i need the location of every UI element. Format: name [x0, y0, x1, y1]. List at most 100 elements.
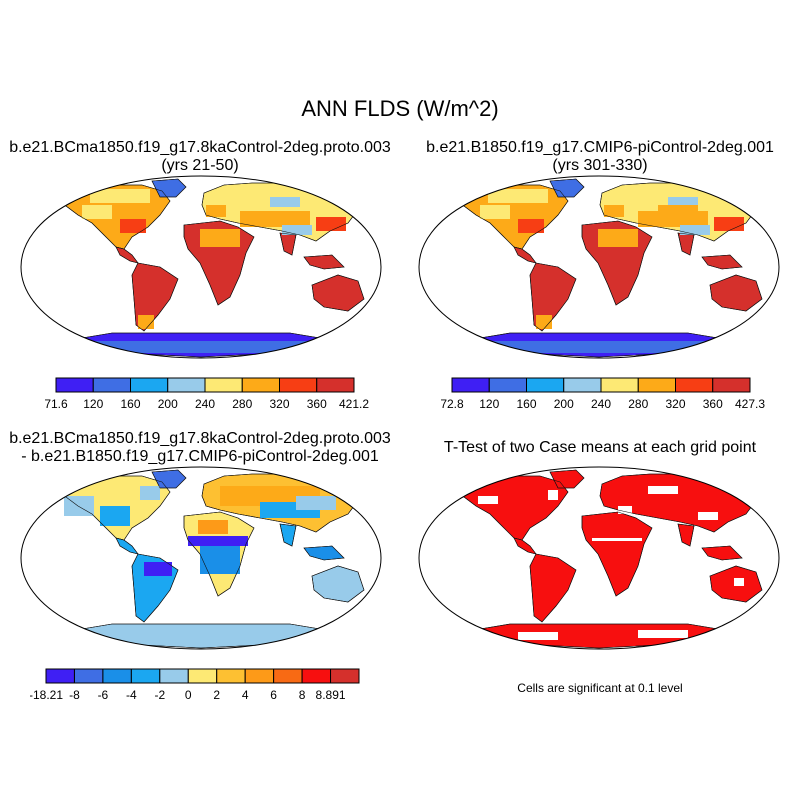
field-patch — [240, 211, 310, 227]
field-patch — [536, 315, 552, 329]
field-patch — [200, 546, 240, 574]
colorbar-label: 421.2 — [339, 397, 369, 411]
field-patch — [618, 506, 632, 514]
panel-4-title: T-Test of two Case means at each grid po… — [400, 439, 800, 457]
colorbar-box — [301, 668, 332, 684]
panel-1-title-line2: (yrs 21-50) — [161, 157, 239, 174]
land-ca — [513, 246, 537, 264]
colorbar-box — [600, 377, 639, 393]
colorbar-label: 360 — [703, 397, 723, 411]
field-patch — [480, 205, 510, 219]
field-patch — [592, 538, 642, 541]
colorbar-label: 360 — [307, 397, 327, 411]
colorbar-label: -18.21 — [30, 688, 63, 702]
field-patch — [188, 536, 248, 546]
field-patch — [144, 562, 172, 576]
colorbar-box — [279, 377, 318, 393]
map-land-layer — [459, 469, 763, 649]
panel-1-title-line1: b.e21.BCma1850.f19_g17.8kaControl-2deg.p… — [9, 139, 391, 156]
colorbar-box — [92, 377, 131, 393]
colorbar-box — [273, 668, 303, 684]
map-difference — [20, 466, 382, 650]
colorbar-box — [488, 377, 527, 393]
map-outline — [20, 466, 382, 650]
field-patch — [120, 219, 146, 233]
field-patch — [140, 486, 160, 500]
map-land-layer — [61, 469, 365, 649]
colorbar-box — [675, 377, 714, 393]
map-land-layer — [459, 178, 763, 358]
colorbar-box — [130, 377, 169, 393]
colorbar-box — [526, 377, 565, 393]
colorbar-box — [130, 668, 161, 684]
figure-title: ANN FLDS (W/m^2) — [301, 96, 499, 121]
field-patch — [638, 630, 688, 638]
panel-3-title: b.e21.BCma1850.f19_g17.8kaControl-2deg.p… — [0, 430, 400, 466]
field-patch — [200, 229, 240, 247]
map-outline — [418, 466, 780, 650]
field-patch — [90, 189, 150, 203]
colorbar-box — [563, 377, 602, 393]
field-patch — [680, 225, 710, 235]
land-ca — [513, 537, 537, 555]
colorbar-label: 280 — [628, 397, 648, 411]
map-outline — [20, 175, 382, 359]
colorbar-box — [55, 377, 94, 393]
field-patch — [100, 506, 130, 526]
panel-3-title-line2: - b.e21.B1850.f19_g17.CMIP6-piControl-2d… — [21, 448, 379, 465]
panel-4-title-line1: T-Test of two Case means at each grid po… — [443, 439, 757, 456]
colorbar-box — [637, 377, 676, 393]
colorbar-case2: 72.8 120 160 200 240 280 320 360 427.3 — [440, 377, 765, 411]
panel-2-title: b.e21.B1850.f19_g17.CMIP6-piControl-2deg… — [400, 139, 800, 175]
field-patch — [604, 205, 624, 217]
field-patch — [78, 634, 322, 644]
field-patch — [206, 205, 226, 217]
land-sea — [701, 254, 743, 270]
colorbar-box — [187, 668, 218, 684]
panel-2-title-line1: b.e21.B1850.f19_g17.CMIP6-piControl-2deg… — [426, 139, 774, 156]
field-patch — [474, 341, 724, 353]
field-patch — [316, 217, 346, 231]
colorbar-label: 72.8 — [440, 397, 464, 411]
map-outline — [418, 175, 780, 359]
field-patch — [136, 576, 160, 594]
colorbar-label: 200 — [554, 397, 574, 411]
colorbar-label: 2 — [213, 688, 220, 702]
colorbar-label: -4 — [126, 688, 137, 702]
field-patch — [478, 496, 498, 504]
colorbar-label: 4 — [242, 688, 249, 702]
field-patch — [598, 229, 638, 247]
colorbar-box — [45, 668, 75, 684]
field-patch — [548, 490, 558, 500]
colorbar-label: 120 — [83, 397, 103, 411]
field-patch — [714, 217, 744, 231]
colorbar-box — [159, 668, 189, 684]
colorbar-label: 160 — [516, 397, 536, 411]
colorbar-label: 8.891 — [316, 688, 346, 702]
land-sea — [303, 254, 345, 270]
colorbar-box — [316, 377, 355, 393]
colorbar-box — [244, 668, 275, 684]
map-case1 — [20, 175, 382, 359]
colorbar-case1: 71.6 120 160 200 240 280 320 360 421.2 — [44, 377, 369, 411]
map-land-layer — [61, 178, 365, 358]
field-patch — [648, 486, 678, 494]
colorbar-label: -8 — [69, 688, 80, 702]
colorbar-label: 280 — [232, 397, 252, 411]
land-sea — [701, 545, 743, 561]
colorbar-box — [102, 668, 132, 684]
field-patch — [220, 486, 320, 506]
colorbar-label: 240 — [591, 397, 611, 411]
colorbar-box — [712, 377, 751, 393]
map-ttest — [418, 466, 780, 650]
field-patch — [296, 496, 336, 510]
field-patch — [518, 219, 544, 233]
colorbar-box — [204, 377, 243, 393]
colorbar-label: 427.3 — [735, 397, 765, 411]
colorbar-label: 120 — [479, 397, 499, 411]
field-patch — [734, 578, 744, 586]
map-case2 — [418, 175, 780, 359]
field-patch — [668, 197, 698, 207]
colorbar-label: 200 — [158, 397, 178, 411]
colorbar-label: 320 — [665, 397, 685, 411]
